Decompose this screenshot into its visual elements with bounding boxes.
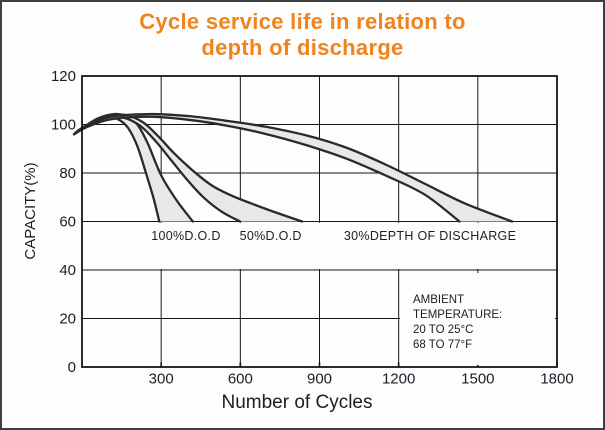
band-50-d-o-d [74,114,303,222]
y-tick-label-100: 100 [51,117,76,134]
curve-lower-series-2 [72,115,461,223]
x-axis-title: Number of Cycles [221,392,373,413]
curve-upper-series-1 [72,113,304,223]
y-tick-label-0: 0 [68,359,76,376]
x-tick-label-1800: 1800 [540,371,573,388]
x-tick-label-1500: 1500 [461,371,494,388]
chart-title-line-1: Cycle service life in relation to [139,9,466,34]
x-tick-label-1200: 1200 [382,371,415,388]
y-tick-label-60: 60 [59,214,76,231]
series-label-30-depth-of-discharge: 30%DEPTH OF DISCHARGE [344,229,516,243]
x-tick-label-300: 300 [149,371,174,388]
ambient-temperature-line-1: AMBIENT TEMPERATURE: [413,293,503,321]
y-tick-label-120: 120 [51,68,76,85]
chart-title-line-2: depth of discharge [201,35,404,60]
x-tick-label-900: 900 [307,371,332,388]
ambient-temperature-note: AMBIENT TEMPERATURE: 20 TO 25°C 68 TO 77… [400,272,555,365]
band-30-depth-of-discharge [74,114,513,222]
y-tick-label-20: 20 [59,311,76,328]
series-label-100-d-o-d: 100%D.O.D [151,229,220,243]
chart-title: Cycle service life in relation to depth … [0,9,605,61]
curve-upper-series-2 [72,112,514,223]
ambient-temperature-line-2: 20 TO 25°C [413,323,474,336]
x-tick-label-600: 600 [228,371,253,388]
label-band-mask [83,222,556,269]
band-100-d-o-d [74,114,193,222]
y-tick-label-80: 80 [59,165,76,182]
series-label-50-d-o-d: 50%D.O.D [240,229,302,243]
y-tick-label-40: 40 [59,262,76,279]
ambient-temperature-line-3: 68 TO 77°F [413,338,473,351]
